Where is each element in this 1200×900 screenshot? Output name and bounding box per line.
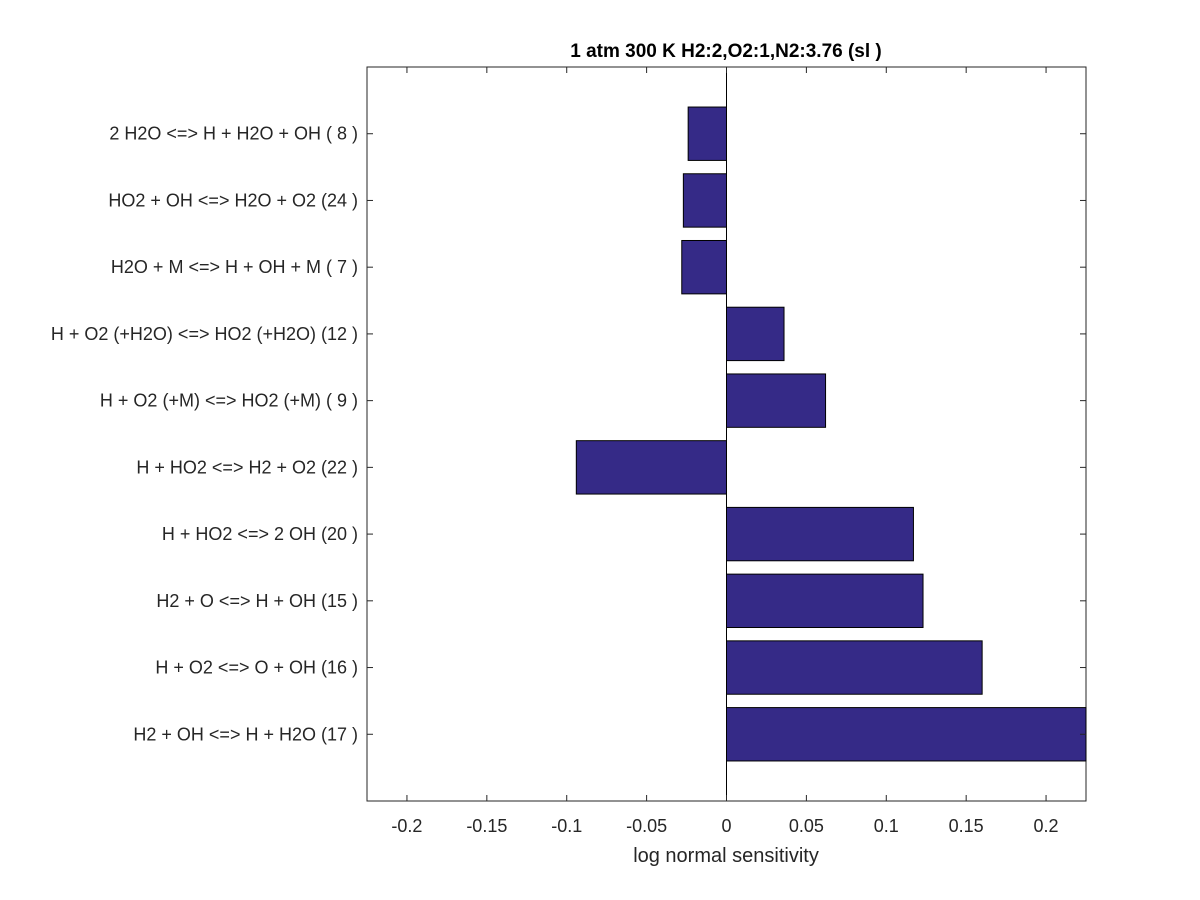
x-tick-label: 0.2 <box>1034 816 1059 836</box>
x-tick-label: 0 <box>721 816 731 836</box>
bar-2 <box>682 173 727 228</box>
y-tick-label: H + O2 (+M) <=> HO2 (+M) ( 9 ) <box>100 391 358 411</box>
x-tick-label: 0.05 <box>789 816 824 836</box>
x-tick-label: -0.1 <box>551 816 582 836</box>
y-tick-label: H + O2 (+H2O) <=> HO2 (+H2O) (12 ) <box>51 324 358 344</box>
y-tick-label: H + HO2 <=> H2 + O2 (22 ) <box>136 457 358 477</box>
bar-7 <box>726 506 914 562</box>
x-tick-label: -0.05 <box>626 816 667 836</box>
y-tick-label: 2 H2O <=> H + H2O + OH ( 8 ) <box>109 124 358 144</box>
bar-1 <box>687 106 727 161</box>
bar-5 <box>726 373 827 428</box>
chart-title: 1 atm 300 K H2:2,O2:1,N2:3.76 (sl ) <box>570 41 882 62</box>
y-tick-label: H2 + OH <=> H + H2O (17 ) <box>133 724 358 744</box>
y-tick-label: H + O2 <=> O + OH (16 ) <box>155 658 358 678</box>
x-tick-label: 0.15 <box>949 816 984 836</box>
x-axis-label: log normal sensitivity <box>633 845 819 867</box>
bar-10 <box>726 707 1087 762</box>
bar-6 <box>575 440 728 495</box>
bar-9 <box>726 640 983 695</box>
y-tick-label: H2O + M <=> H + OH + M ( 7 ) <box>111 257 358 277</box>
bar-3 <box>681 239 727 295</box>
x-tick-label: 0.1 <box>874 816 899 836</box>
x-tick-label: -0.15 <box>466 816 507 836</box>
y-tick-label: H2 + O <=> H + OH (15 ) <box>156 591 358 611</box>
x-tick-label: -0.2 <box>391 816 422 836</box>
y-tick-label: HO2 + OH <=> H2O + O2 (24 ) <box>108 190 358 210</box>
bar-8 <box>726 573 924 629</box>
bar-4 <box>726 306 785 362</box>
y-tick-label: H + HO2 <=> 2 OH (20 ) <box>162 524 358 544</box>
plot-area: 2 H2O <=> H + H2O + OH ( 8 ) HO2 + OH <=>… <box>51 66 1087 836</box>
